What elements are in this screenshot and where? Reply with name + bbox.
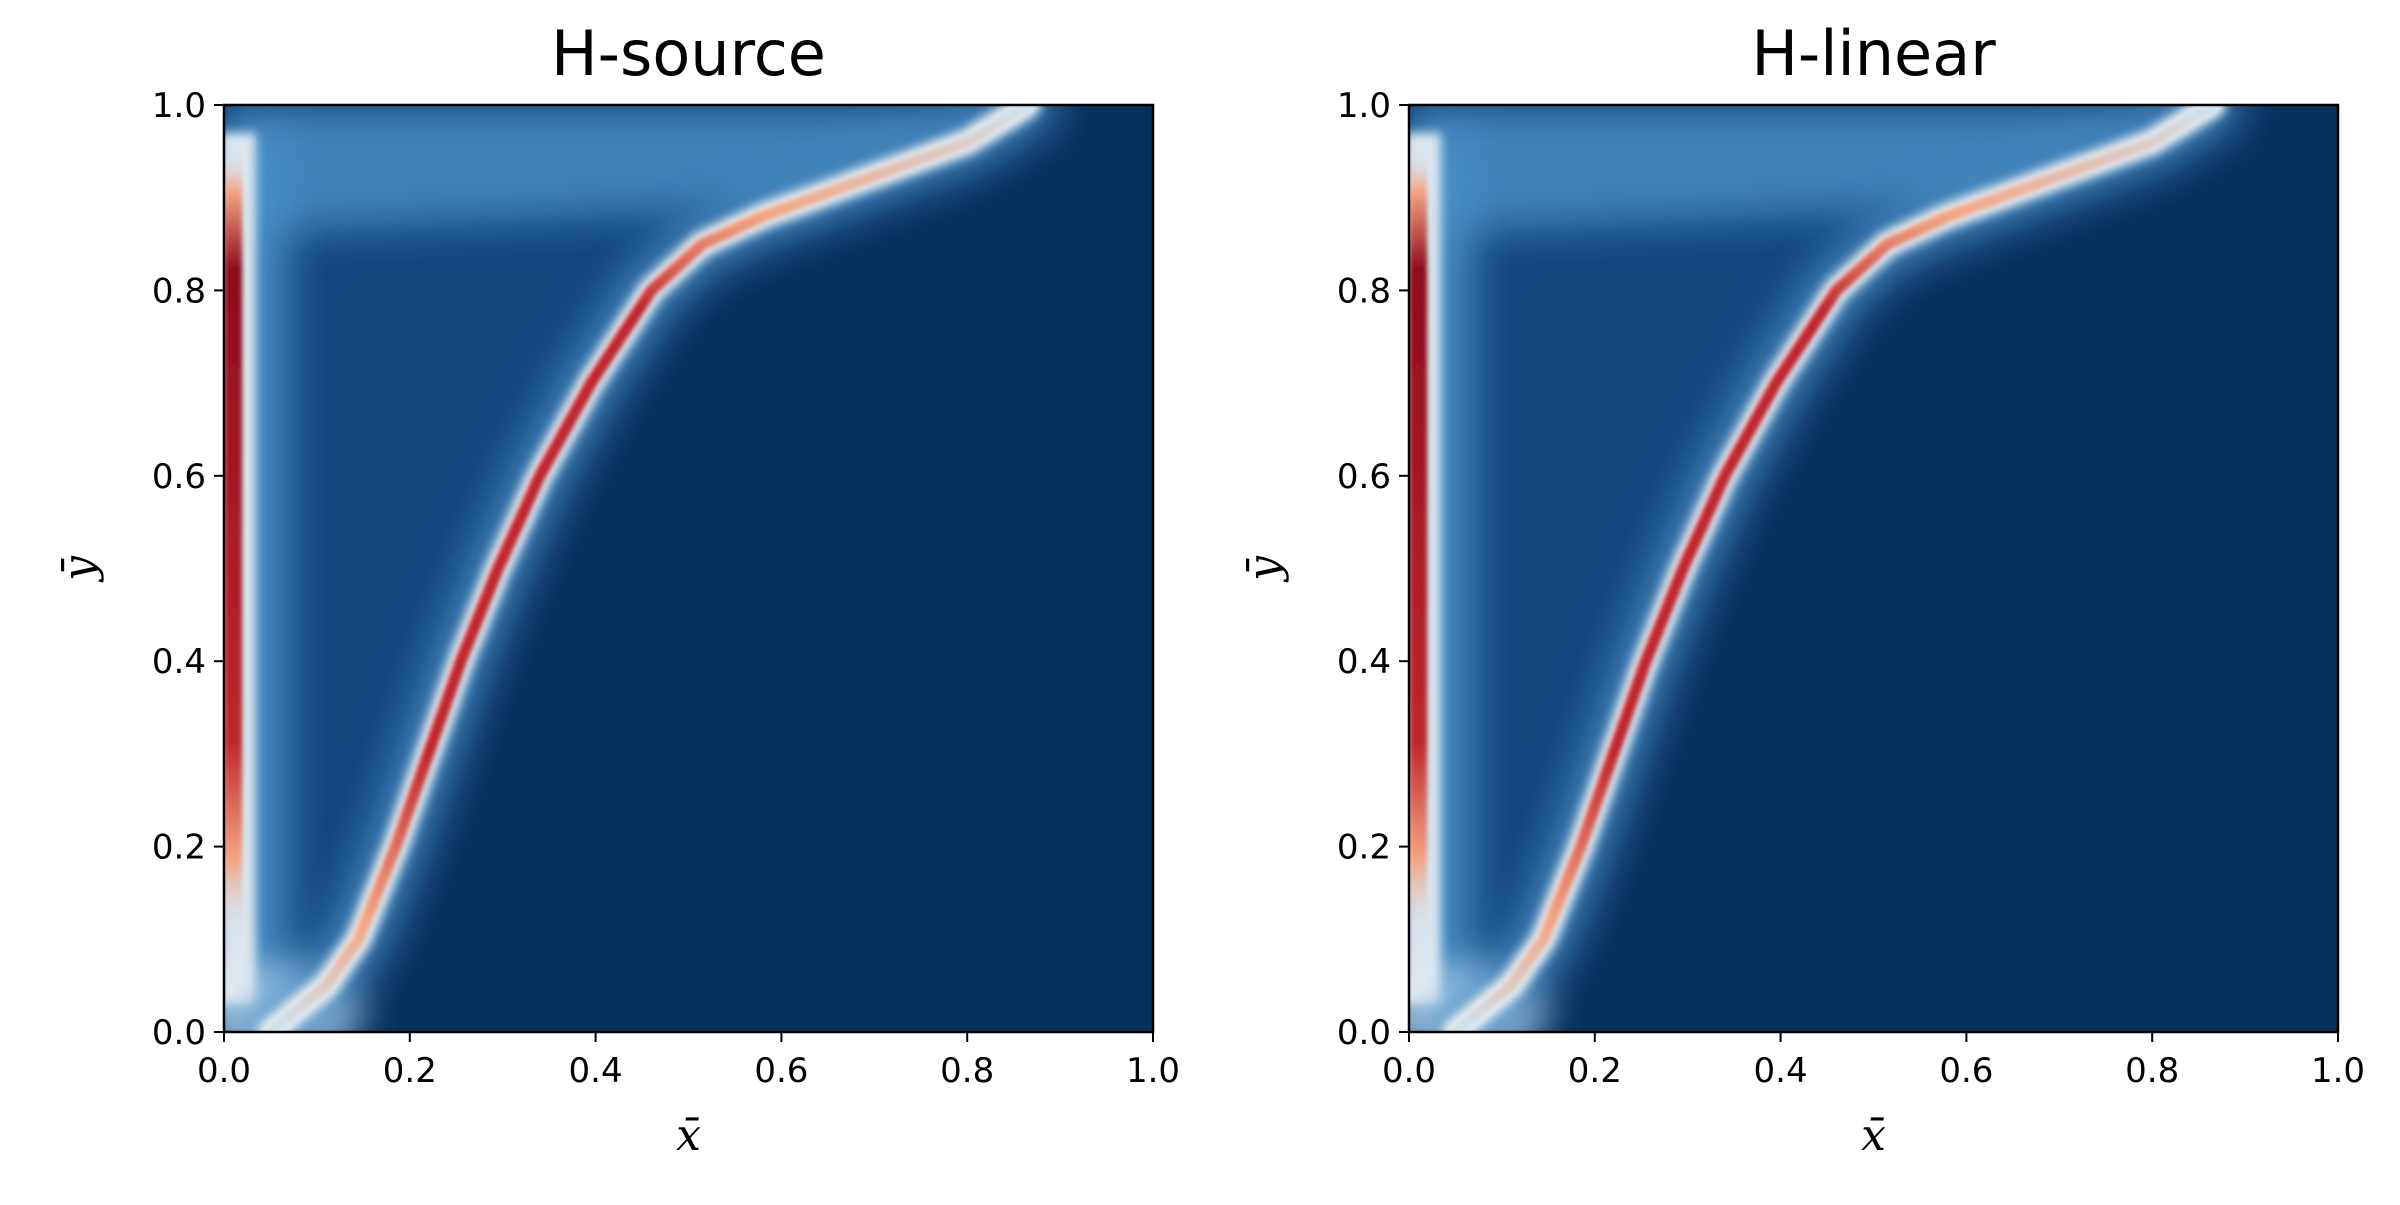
y-axis-label: ȳ <box>1239 555 1290 583</box>
x-axis-label: x̄ <box>676 1110 701 1161</box>
x-tick-label: 0.4 <box>569 1051 623 1091</box>
heatmap-field <box>224 105 1153 1032</box>
x-tick-label: 0.8 <box>2125 1051 2179 1091</box>
chart-title: H-source <box>551 17 826 90</box>
heatmap-field <box>1409 105 2338 1032</box>
x-tick-label: 0.6 <box>1939 1051 1993 1091</box>
x-axis-label: x̄ <box>1861 1110 1886 1161</box>
y-axis-label: ȳ <box>54 555 105 583</box>
y-tick-label: 0.6 <box>1337 457 1391 497</box>
y-tick-label: 0.0 <box>152 1013 206 1053</box>
wall-ridge <box>224 151 243 940</box>
y-tick-label: 0.2 <box>1337 828 1391 868</box>
y-tick-label: 0.4 <box>152 642 206 682</box>
y-tick-label: 1.0 <box>152 86 206 126</box>
plot-frame <box>1407 103 2340 1034</box>
x-tick-label: 0.8 <box>940 1051 994 1091</box>
heatmap-panel-h-linear: 0.0 0.2 0.4 0.6 0.8 1.0 0.0 0.2 0.4 0.6 0.8 1.0 H-li… <box>1185 0 2385 1200</box>
top-band <box>224 105 1023 235</box>
y-tick-label: 0.8 <box>152 271 206 311</box>
top-band <box>1409 105 2208 235</box>
x-tick-label: 0.0 <box>1382 1051 1436 1091</box>
plume-region <box>224 105 1028 1032</box>
heatmap-chart-h-linear: 0.0 0.2 0.4 0.6 0.8 1.0 0.0 0.2 0.4 0.6 0.8 1.0 H-li… <box>1239 17 2365 1161</box>
chart-title: H-linear <box>1751 17 1996 90</box>
wall-ridge <box>1409 151 1428 940</box>
x-tick-label: 0.6 <box>754 1051 808 1091</box>
heatmap-panel-h-source: 0.0 0.2 0.4 0.6 0.8 1.0 0.0 0.2 0.4 0.6 0.8 1.0 H-so… <box>0 0 1200 1200</box>
y-tick-label: 0.6 <box>152 457 206 497</box>
plot-frame <box>222 103 1155 1034</box>
y-tick-label: 0.4 <box>1337 642 1391 682</box>
x-tick-label: 0.0 <box>197 1051 251 1091</box>
x-tick-label: 1.0 <box>2311 1051 2365 1091</box>
x-tick-label: 0.2 <box>383 1051 437 1091</box>
y-tick-label: 0.2 <box>152 828 206 868</box>
front-ridge <box>1449 105 2219 1032</box>
heatmap-chart-h-source: 0.0 0.2 0.4 0.6 0.8 1.0 0.0 0.2 0.4 0.6 0.8 1.0 H-so… <box>54 17 1180 1161</box>
front-ridge <box>264 105 1034 1032</box>
x-tick-label: 0.4 <box>1754 1051 1808 1091</box>
x-tick-label: 1.0 <box>1126 1051 1180 1091</box>
y-tick-label: 0.8 <box>1337 271 1391 311</box>
y-tick-label: 1.0 <box>1337 86 1391 126</box>
x-tick-label: 0.2 <box>1568 1051 1622 1091</box>
plume-region <box>1409 105 2213 1032</box>
y-tick-label: 0.0 <box>1337 1013 1391 1053</box>
